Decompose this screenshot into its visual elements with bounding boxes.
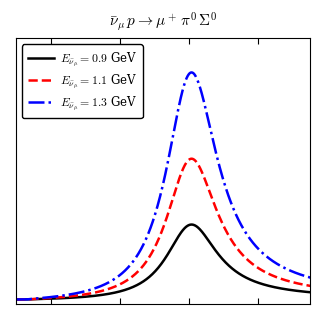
- Legend: $E_{\bar{\nu}_\mu} = 0.9$ GeV, $E_{\bar{\nu}_\mu} = 1.1$ GeV, $E_{\bar{\nu}_\mu}: $E_{\bar{\nu}_\mu} = 0.9$ GeV, $E_{\bar{…: [22, 44, 143, 118]
- Text: $\bar{\nu}_\mu \, p \rightarrow \mu^+ \, \pi^0 \, \Sigma^0$: $\bar{\nu}_\mu \, p \rightarrow \mu^+ \,…: [109, 11, 218, 33]
